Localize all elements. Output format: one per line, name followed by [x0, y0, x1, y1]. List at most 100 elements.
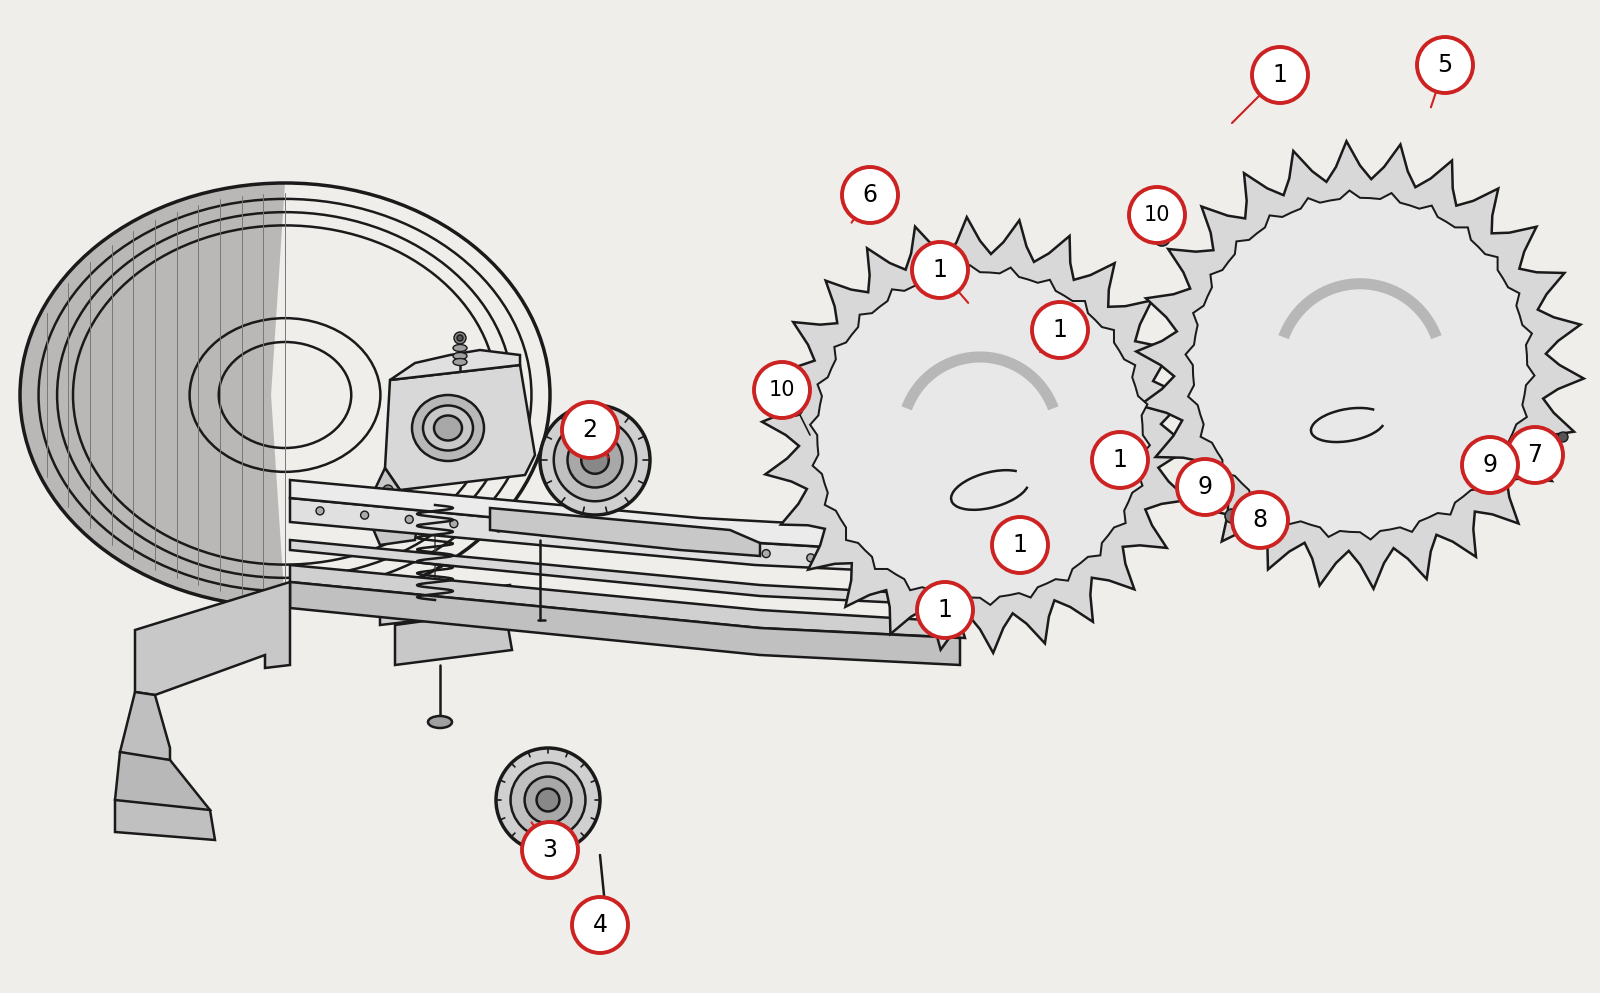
Polygon shape	[290, 582, 960, 665]
Circle shape	[494, 524, 502, 532]
Text: 1: 1	[933, 258, 947, 282]
Text: 9: 9	[1197, 475, 1213, 499]
Circle shape	[842, 167, 898, 223]
Circle shape	[893, 349, 1067, 521]
Circle shape	[1226, 509, 1238, 523]
Polygon shape	[490, 508, 760, 556]
Circle shape	[598, 906, 606, 914]
Circle shape	[405, 515, 413, 523]
Circle shape	[1462, 437, 1518, 493]
Circle shape	[674, 541, 682, 549]
Text: 9: 9	[1483, 453, 1498, 477]
Polygon shape	[762, 217, 1198, 653]
Text: 10: 10	[1144, 205, 1170, 225]
Text: 8: 8	[1253, 508, 1267, 532]
Circle shape	[1418, 37, 1474, 93]
Circle shape	[584, 532, 592, 540]
Ellipse shape	[453, 353, 467, 359]
Polygon shape	[290, 498, 965, 575]
Text: 2: 2	[582, 418, 597, 442]
Circle shape	[539, 528, 547, 536]
Circle shape	[938, 365, 950, 379]
Polygon shape	[290, 480, 960, 555]
Text: 4: 4	[592, 913, 608, 937]
Circle shape	[1304, 309, 1416, 421]
Circle shape	[992, 517, 1048, 573]
Circle shape	[1315, 423, 1330, 437]
Circle shape	[360, 511, 368, 519]
Text: 1: 1	[1112, 448, 1128, 472]
Polygon shape	[381, 585, 510, 625]
Polygon shape	[386, 365, 534, 490]
Circle shape	[1523, 434, 1538, 448]
Text: 7: 7	[1528, 443, 1542, 467]
Circle shape	[1429, 358, 1442, 372]
Circle shape	[382, 485, 394, 495]
Circle shape	[717, 545, 725, 553]
Circle shape	[1130, 187, 1186, 243]
Circle shape	[573, 897, 627, 953]
Circle shape	[762, 549, 770, 558]
Polygon shape	[1136, 141, 1584, 589]
Ellipse shape	[453, 358, 467, 365]
Circle shape	[562, 402, 618, 458]
Circle shape	[1251, 47, 1309, 103]
Text: 1: 1	[938, 598, 952, 622]
Circle shape	[525, 777, 571, 823]
Circle shape	[1178, 459, 1234, 515]
Text: 3: 3	[542, 838, 557, 862]
Circle shape	[1259, 513, 1269, 523]
Circle shape	[1235, 240, 1485, 490]
Circle shape	[541, 405, 650, 515]
Circle shape	[1278, 358, 1293, 372]
Circle shape	[861, 315, 1101, 555]
Circle shape	[1010, 365, 1022, 379]
Circle shape	[917, 582, 973, 638]
Text: 10: 10	[768, 380, 795, 400]
Circle shape	[1032, 302, 1088, 358]
Circle shape	[1390, 423, 1405, 437]
Circle shape	[317, 506, 323, 515]
Circle shape	[510, 763, 586, 837]
Circle shape	[568, 433, 622, 488]
Ellipse shape	[453, 345, 467, 352]
Circle shape	[912, 242, 968, 298]
Circle shape	[581, 446, 608, 474]
Circle shape	[554, 419, 637, 501]
Text: 1: 1	[1272, 63, 1288, 87]
Circle shape	[1315, 293, 1330, 307]
Circle shape	[536, 788, 560, 811]
Circle shape	[454, 332, 466, 344]
Polygon shape	[115, 800, 214, 840]
Ellipse shape	[434, 415, 462, 441]
Ellipse shape	[413, 395, 483, 461]
Polygon shape	[1186, 191, 1534, 539]
Polygon shape	[365, 468, 419, 545]
Circle shape	[901, 428, 915, 442]
Circle shape	[629, 537, 637, 545]
Circle shape	[1154, 230, 1170, 246]
Circle shape	[938, 491, 950, 504]
Ellipse shape	[422, 405, 474, 451]
Circle shape	[754, 362, 810, 418]
Polygon shape	[390, 350, 520, 380]
Polygon shape	[290, 540, 965, 606]
Circle shape	[594, 902, 610, 918]
Text: 6: 6	[862, 183, 877, 207]
Circle shape	[458, 335, 462, 341]
Circle shape	[1010, 491, 1022, 504]
Polygon shape	[810, 265, 1150, 605]
Circle shape	[790, 404, 798, 412]
Circle shape	[522, 822, 578, 878]
Circle shape	[1390, 293, 1405, 307]
Circle shape	[450, 519, 458, 527]
Circle shape	[1270, 275, 1450, 455]
Circle shape	[1232, 492, 1288, 548]
Circle shape	[926, 381, 1034, 489]
Ellipse shape	[429, 716, 453, 728]
Text: 1: 1	[1013, 533, 1027, 557]
Polygon shape	[290, 565, 965, 638]
Circle shape	[1158, 234, 1166, 242]
Circle shape	[787, 400, 803, 416]
Circle shape	[1558, 432, 1568, 442]
